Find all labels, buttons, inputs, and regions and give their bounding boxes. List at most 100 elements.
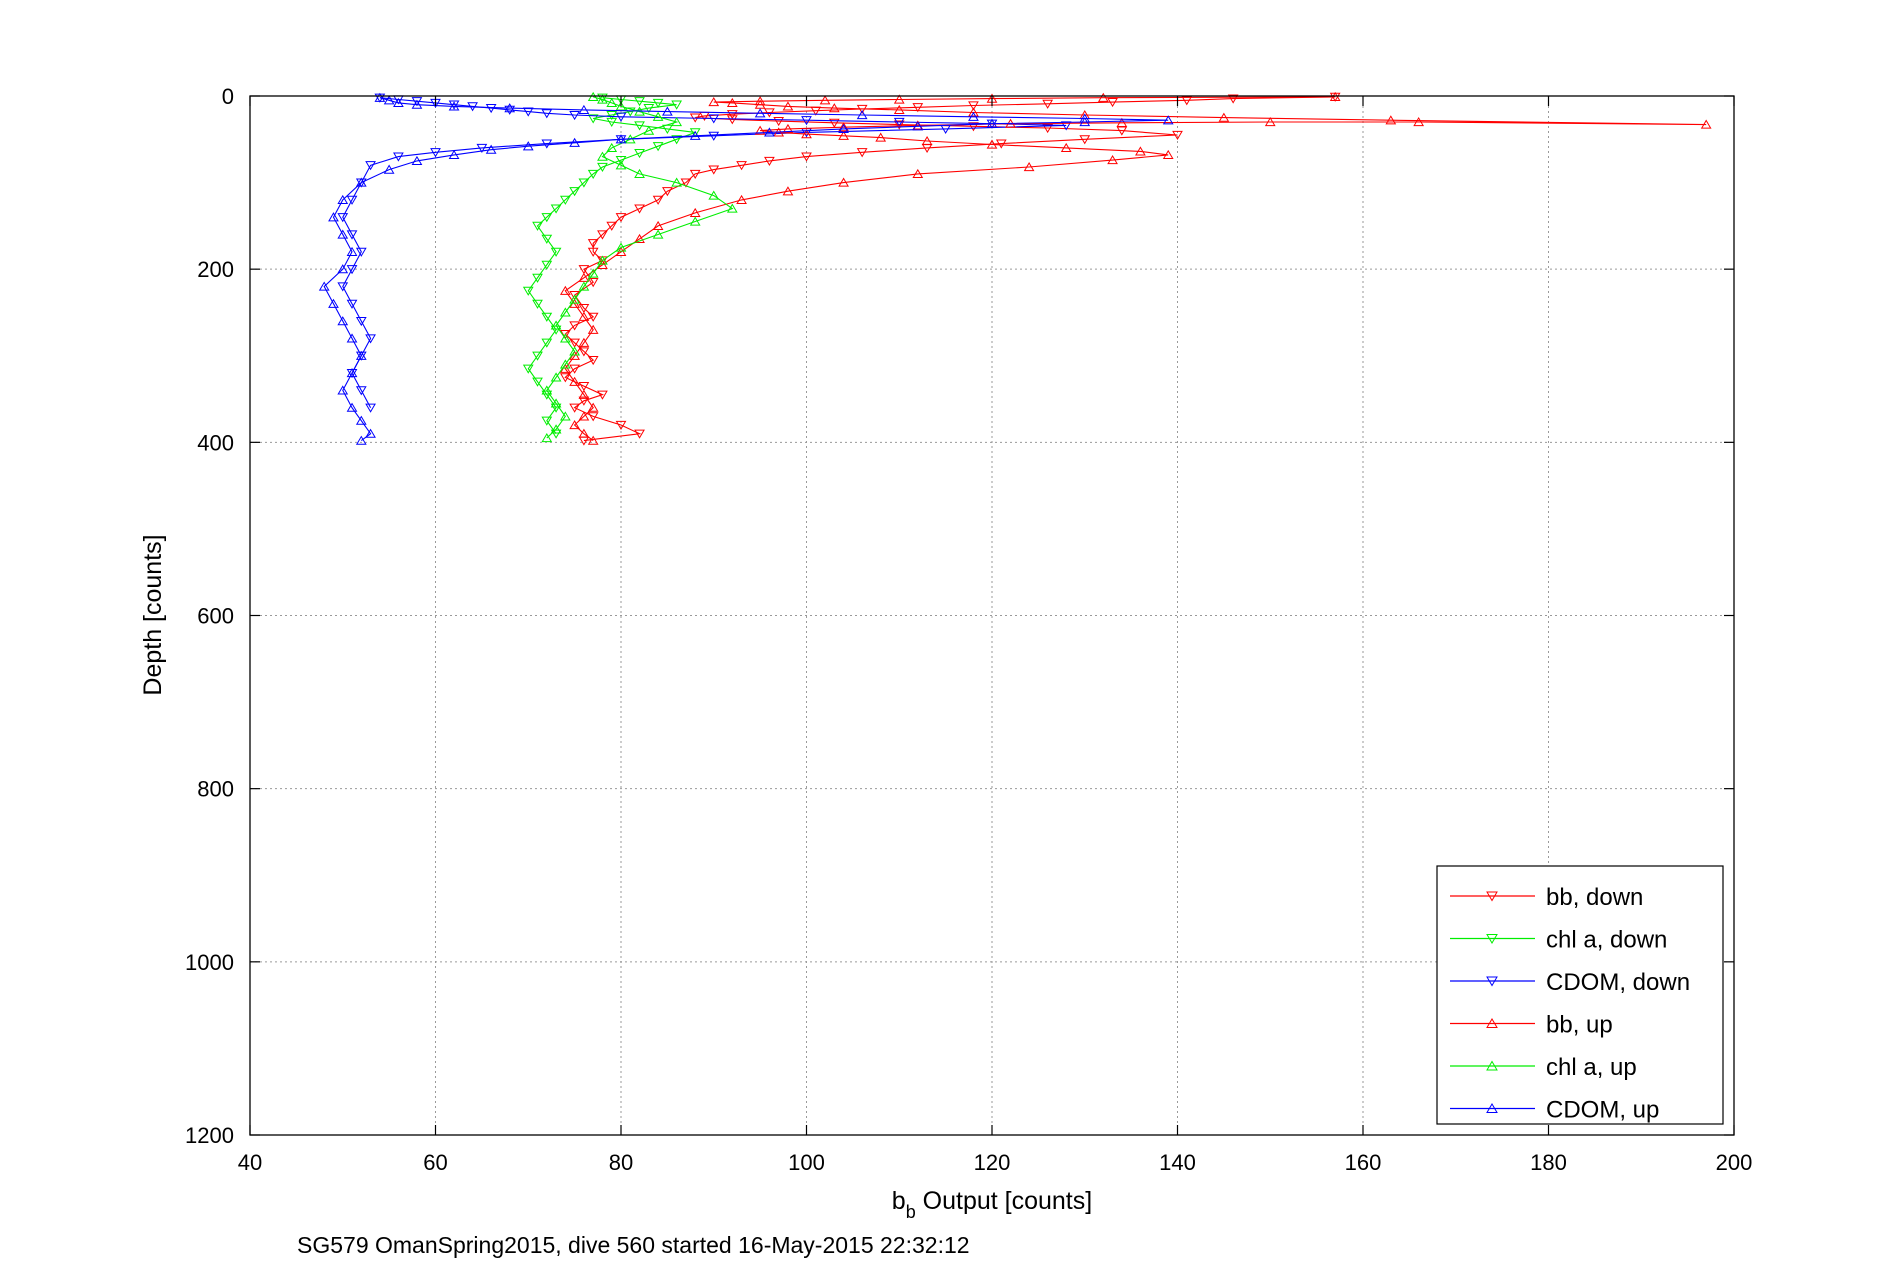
data-point [597,93,608,103]
data-point [764,156,775,166]
data-point [550,372,562,382]
data-point [615,246,627,256]
data-point [968,107,979,117]
data-point [671,177,683,187]
data-point [587,247,599,257]
data-point [541,432,553,443]
data-point [587,312,599,322]
data-point [708,97,720,107]
x-axis-label-subscript: b [906,1202,916,1222]
data-point [318,281,330,291]
data-point [689,169,701,179]
data-point [485,104,497,114]
data-point [652,220,664,230]
data-point [1385,115,1397,125]
data-point [346,333,358,343]
data-point [578,396,590,406]
data-point [383,164,395,174]
legend-label: bb, down [1546,884,1643,911]
data-point [708,114,720,124]
caption: SG579 OmanSpring2015, dive 560 started 1… [297,1232,970,1258]
legend-item: bb, up [1450,1012,1613,1039]
data-point [615,420,627,431]
x-tick-label: 100 [788,1150,825,1175]
data-point [764,108,775,118]
data-point [559,307,571,317]
data-point [355,247,367,257]
data-point [1135,146,1146,156]
data-point [578,104,590,114]
legend: bb, down chl a, down CDOM, down bb, up chl a… [1436,865,1724,1125]
data-point [726,97,738,108]
data-point [689,216,701,226]
data-point [634,121,645,131]
data-point [819,95,831,105]
data-point [578,311,590,321]
data-point [893,120,905,130]
legend-label: chl a, down [1546,927,1667,954]
data-point [634,429,645,439]
data-point [587,435,599,445]
data-point [532,351,543,361]
data-point [559,373,571,383]
data-point [532,273,543,283]
data-point [597,162,608,173]
data-point [1079,113,1091,123]
series-line [527,97,696,435]
data-point [393,97,404,108]
data-point [569,403,580,413]
data-point [559,411,571,421]
data-point [968,122,979,132]
data-point [1042,99,1054,109]
x-tick-label: 140 [1159,1150,1196,1175]
data-point [838,130,849,140]
data-point [1162,149,1174,159]
legend-marker [1486,934,1498,944]
data-point [559,195,571,205]
legend-label: CDOM, down [1546,969,1690,996]
data-point [337,229,349,239]
data-point [726,203,738,213]
data-point [365,334,376,344]
data-point [578,178,590,188]
data-point [346,230,358,240]
series-6 [318,92,1174,445]
x-tick-label: 80 [609,1150,633,1175]
data-point [569,137,580,147]
data-point [615,134,627,144]
data-point [578,389,590,399]
data-point [606,221,618,231]
data-point [587,169,599,179]
data-point [606,110,618,121]
legend-item: CDOM, down [1450,969,1690,996]
data-point [893,104,905,114]
data-point [504,105,516,115]
x-tick-label: 120 [974,1150,1011,1175]
data-point [912,168,924,179]
data-point [337,385,349,395]
data-point [856,148,868,158]
data-point [606,117,618,128]
data-point [801,116,812,126]
data-point [597,230,608,240]
data-point [355,386,367,396]
data-point [708,131,720,141]
data-point [541,385,553,395]
data-point [893,94,905,104]
legend-box [1436,865,1724,1125]
data-point [532,377,543,387]
data-point [550,247,562,257]
legend-marker [1486,1018,1498,1028]
data-point [541,213,553,223]
series-layer [318,91,1712,446]
data-point [1218,112,1230,122]
data-point [1162,115,1174,125]
data-point [1060,142,1072,153]
legend-item: chl a, up [1450,1054,1637,1081]
data-point [912,103,924,113]
data-point [1700,119,1712,129]
x-tick-label: 200 [1716,1150,1753,1175]
data-point [986,118,998,128]
data-point [615,160,627,170]
